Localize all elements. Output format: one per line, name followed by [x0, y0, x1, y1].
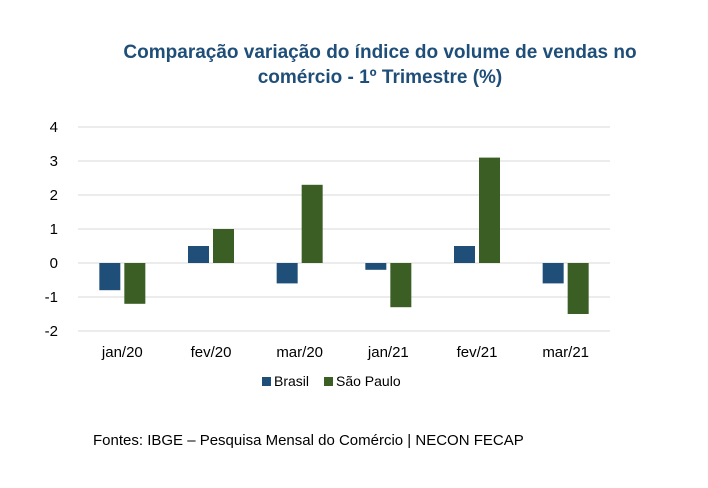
bars — [99, 157, 589, 314]
x-tick-label: fev/21 — [457, 344, 498, 361]
x-tick-label: fev/20 — [191, 344, 232, 361]
bar-brasil-jan-20 — [99, 263, 121, 291]
y-axis-ticks: 4 3 2 1 0 -1 -2 — [45, 119, 58, 340]
legend-label: São Paulo — [336, 373, 401, 389]
y-tick-label: -1 — [45, 289, 58, 306]
legend-label: Brasil — [274, 373, 309, 389]
x-axis-ticks: jan/20 fev/20 mar/20 jan/21 fev/21 mar/21 — [101, 344, 589, 361]
y-tick-label: 4 — [50, 119, 58, 136]
gridlines — [78, 126, 610, 332]
bar-sao-paulo-mar-21 — [567, 263, 589, 314]
bar-sao-paulo-fev-21 — [479, 157, 500, 263]
bar-brasil-mar-20 — [276, 263, 298, 284]
x-tick-label: jan/20 — [101, 344, 143, 361]
y-tick-label: 0 — [50, 255, 58, 272]
y-tick-label: 1 — [50, 221, 58, 238]
y-tick-label: 3 — [50, 153, 58, 170]
y-tick-label: 2 — [50, 187, 58, 204]
chart-title-line-1: Comparação variação do índice do volume … — [123, 42, 637, 63]
legend: Brasil São Paulo — [262, 373, 401, 389]
bar-sao-paulo-jan-21 — [390, 263, 412, 308]
bar-sao-paulo-mar-20 — [301, 184, 323, 263]
chart-title-line-2: comércio - 1º Trimestre (%) — [257, 67, 503, 88]
legend-swatch — [262, 377, 271, 386]
legend-swatch — [324, 377, 333, 386]
bar-sao-paulo-fev-20 — [213, 229, 234, 263]
x-tick-label: mar/20 — [276, 344, 323, 361]
chart-title: Comparação variação do índice do volume … — [80, 40, 680, 90]
bar-brasil-fev-20 — [188, 246, 209, 263]
y-tick-label: -2 — [45, 323, 58, 340]
bar-brasil-mar-21 — [542, 263, 564, 284]
bar-brasil-jan-21 — [365, 263, 387, 270]
x-tick-label: jan/21 — [367, 344, 409, 361]
bar-sao-paulo-jan-20 — [124, 263, 146, 304]
bar-brasil-fev-21 — [454, 246, 475, 263]
x-tick-label: mar/21 — [542, 344, 589, 361]
source-note: Fontes: IBGE – Pesquisa Mensal do Comérc… — [93, 432, 524, 449]
